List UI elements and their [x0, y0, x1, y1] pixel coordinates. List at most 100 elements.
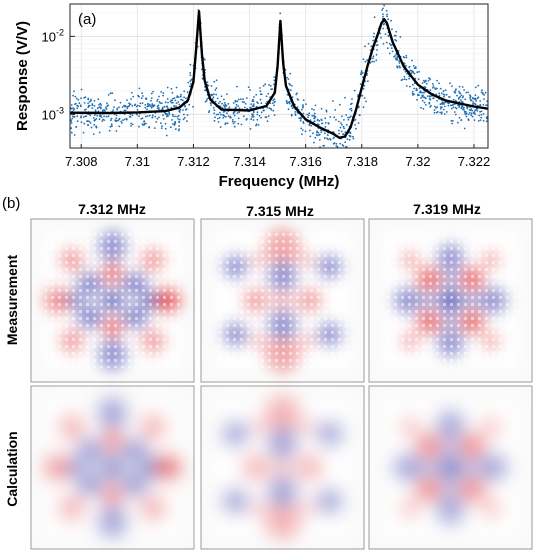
data-point — [485, 104, 487, 107]
data-point — [423, 91, 425, 94]
data-point — [257, 102, 259, 104]
data-point — [168, 111, 171, 114]
data-point — [172, 123, 174, 125]
data-point — [88, 104, 91, 107]
data-point — [95, 126, 98, 129]
data-point — [219, 111, 221, 114]
data-point — [399, 66, 401, 69]
data-point — [324, 126, 327, 128]
data-point — [147, 105, 150, 108]
data-point — [172, 113, 174, 116]
data-point — [301, 133, 303, 136]
data-point — [160, 122, 162, 125]
data-point — [419, 90, 422, 92]
data-point — [451, 85, 453, 87]
negative-lobe — [435, 495, 466, 526]
negative-lobe — [76, 437, 104, 465]
data-point — [302, 99, 305, 101]
data-point — [456, 94, 458, 97]
data-point — [87, 120, 89, 122]
data-point — [424, 86, 427, 89]
data-point — [474, 97, 476, 100]
data-point — [72, 94, 74, 97]
data-point — [363, 84, 366, 87]
data-point — [70, 127, 73, 130]
data-point — [235, 103, 238, 106]
data-point — [302, 112, 305, 115]
x-tick-label: 7.314 — [233, 154, 266, 169]
data-point — [359, 83, 362, 85]
data-point — [482, 113, 485, 115]
data-point — [212, 96, 215, 99]
data-point — [466, 106, 469, 108]
data-point — [178, 120, 180, 123]
data-point — [472, 101, 474, 103]
data-point — [183, 116, 186, 119]
data-point — [235, 106, 237, 109]
data-point — [432, 85, 435, 87]
data-point — [435, 107, 437, 109]
data-point — [405, 54, 408, 57]
data-point — [442, 90, 445, 93]
data-point — [483, 94, 486, 96]
data-point — [353, 89, 356, 92]
data-point — [341, 115, 343, 118]
data-point — [188, 103, 191, 106]
data-point — [273, 101, 276, 104]
data-point — [164, 127, 167, 130]
data-point — [297, 99, 300, 101]
y-axis-label: Response (V/V) — [14, 21, 31, 131]
positive-lobe — [415, 432, 443, 460]
data-point — [334, 109, 337, 111]
data-point — [189, 72, 192, 74]
data-point — [273, 104, 275, 107]
data-point — [291, 107, 294, 110]
data-point — [287, 78, 290, 80]
data-point — [184, 104, 186, 107]
data-point — [107, 115, 110, 118]
data-point — [262, 84, 265, 87]
data-point — [250, 103, 253, 105]
data-point — [473, 102, 476, 105]
positive-lobe — [458, 432, 486, 460]
data-point — [438, 82, 440, 85]
data-point — [168, 113, 171, 116]
data-point — [476, 109, 479, 112]
data-point — [164, 122, 167, 125]
data-point — [238, 107, 241, 110]
data-point — [72, 107, 74, 109]
data-point — [438, 92, 441, 95]
data-point — [279, 12, 282, 15]
data-point — [332, 100, 334, 102]
data-point — [98, 103, 100, 106]
data-point — [454, 89, 457, 92]
data-point — [428, 77, 430, 79]
data-point — [344, 131, 347, 134]
data-point — [439, 87, 442, 90]
data-point — [273, 76, 276, 78]
calculation-map-3 — [368, 385, 533, 550]
data-point — [150, 99, 152, 102]
data-point — [336, 145, 339, 148]
data-point — [148, 103, 151, 106]
data-point — [470, 114, 473, 116]
data-point — [74, 95, 77, 98]
data-point — [115, 114, 118, 117]
data-point — [408, 77, 410, 80]
data-point — [102, 109, 104, 111]
data-point — [174, 115, 176, 118]
data-point — [119, 101, 122, 104]
data-point — [164, 112, 167, 115]
data-point — [333, 116, 336, 119]
data-point — [467, 119, 470, 121]
positive-lobe — [480, 416, 502, 438]
data-point — [200, 68, 203, 71]
data-point — [463, 106, 465, 109]
data-point — [405, 56, 408, 59]
positive-lobe — [399, 497, 421, 519]
data-point — [232, 112, 235, 115]
data-point — [239, 98, 242, 100]
data-point — [431, 83, 434, 85]
data-point — [464, 110, 467, 113]
data-point — [411, 90, 414, 93]
